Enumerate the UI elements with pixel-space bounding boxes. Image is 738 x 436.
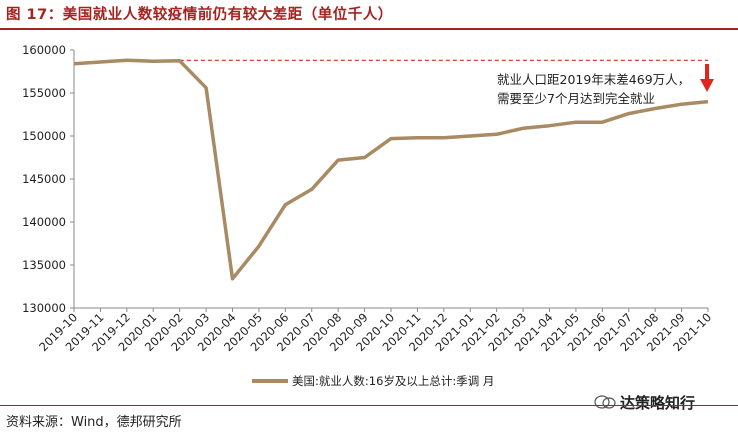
annotation: 就业人口距2019年末差469万人， 需要至少7个月达到完全就业 — [497, 64, 714, 106]
y-tick-label: 150000 — [22, 129, 66, 143]
source-note: 资料来源：Wind，德邦研究所 — [6, 415, 182, 430]
y-tick-label: 130000 — [22, 301, 66, 315]
annotation-line-2: 需要至少7个月达到完全就业 — [497, 91, 655, 106]
watermark-text: 达策略知行 — [620, 394, 696, 412]
y-tick-label: 135000 — [22, 258, 66, 272]
y-tick-label: 155000 — [22, 86, 66, 100]
down-arrow-icon — [700, 64, 714, 92]
title-divider — [0, 28, 738, 30]
y-tick-label: 145000 — [22, 172, 66, 186]
watermark: 达策略知行 — [594, 392, 695, 413]
legend: 美国:就业人数:16岁及以上总计:季调 月 — [252, 374, 494, 388]
watermark-backdrop — [590, 390, 730, 414]
wechat-icon — [594, 395, 616, 409]
source-divider — [0, 405, 738, 406]
annotation-line-1: 就业人口距2019年末差469万人， — [497, 72, 690, 87]
legend-label: 美国:就业人数:16岁及以上总计:季调 月 — [292, 374, 494, 388]
y-tick-label: 140000 — [22, 215, 66, 229]
y-tick-label: 160000 — [22, 43, 66, 57]
x-axis: 2019-102019-112019-122020-012020-022020-… — [36, 307, 714, 354]
series-line — [73, 58, 709, 281]
chart-title: 图 17：美国就业人数较疫情前仍有较大差距（单位千人） — [6, 7, 393, 23]
y-axis: 130000 135000 140000 145000 150000 155000 1600… — [22, 43, 75, 315]
